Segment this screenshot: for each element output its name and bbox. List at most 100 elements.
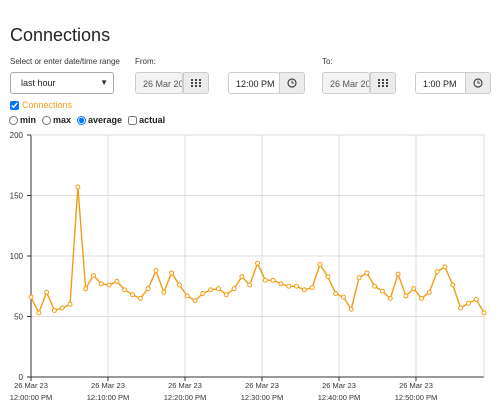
- from-clock-button[interactable]: [279, 72, 305, 94]
- clock-icon: [473, 78, 483, 88]
- to-date-input[interactable]: 26 Mar 2023: [322, 72, 370, 94]
- data-point: [192, 298, 198, 304]
- to-label: To:: [322, 57, 333, 66]
- connections-checkbox[interactable]: [10, 100, 19, 110]
- x-tick-label-time: 12:10:00 PM: [87, 393, 130, 402]
- data-point: [153, 268, 159, 274]
- x-tick-label-time: 12:30:00 PM: [241, 393, 284, 402]
- data-point: [481, 310, 487, 316]
- data-point: [231, 286, 237, 292]
- data-point: [395, 271, 401, 277]
- range-select-value: last hour: [21, 78, 56, 88]
- data-point: [83, 286, 89, 292]
- data-point: [379, 288, 385, 294]
- data-point: [169, 270, 175, 276]
- data-point: [208, 287, 214, 293]
- page-title: Connections: [10, 25, 111, 45]
- connections-checkbox-label: Connections: [22, 100, 73, 110]
- data-point: [372, 283, 378, 289]
- from-time-input[interactable]: 12:00 PM: [228, 72, 280, 94]
- y-tick-label: 0: [19, 373, 24, 382]
- x-tick-label-date: 26 Mar 23: [91, 381, 125, 390]
- data-point: [301, 287, 307, 293]
- data-point: [239, 274, 245, 280]
- from-label: From:: [135, 57, 156, 66]
- data-point: [364, 270, 370, 276]
- series-toggle[interactable]: Connections: [10, 100, 72, 110]
- x-tick-label-time: 12:50:00 PM: [395, 393, 438, 402]
- clock-icon: [287, 78, 297, 88]
- data-point: [145, 286, 151, 292]
- data-point: [434, 269, 440, 275]
- aggregation-label-average: average: [88, 115, 123, 125]
- data-point: [67, 301, 73, 307]
- data-point: [161, 289, 167, 295]
- data-point: [473, 297, 479, 303]
- to-clock-button[interactable]: [465, 72, 491, 94]
- data-point: [176, 282, 182, 288]
- data-point: [442, 264, 448, 270]
- y-tick-label: 50: [14, 313, 23, 322]
- aggregation-options: min max average actual: [9, 115, 171, 125]
- data-point: [122, 287, 128, 293]
- data-point: [106, 282, 112, 288]
- to-time-input[interactable]: 1:00 PM: [415, 72, 467, 94]
- data-point: [98, 281, 104, 287]
- aggregation-checkbox-actual[interactable]: [128, 115, 138, 125]
- data-point: [458, 305, 464, 311]
- aggregation-radio-average[interactable]: [77, 115, 87, 125]
- data-point: [317, 261, 323, 267]
- y-tick-label: 200: [10, 131, 24, 140]
- x-tick-label-date: 26 Mar 23: [168, 381, 202, 390]
- x-tick-label-date: 26 Mar 23: [322, 381, 356, 390]
- range-select[interactable]: last hour ▼: [10, 72, 114, 94]
- aggregation-radio-max[interactable]: [42, 115, 52, 125]
- data-point: [90, 272, 96, 278]
- calendar-grid-icon: [378, 79, 388, 87]
- x-tick-label-time: 12:40:00 PM: [318, 393, 361, 402]
- range-label: Select or enter date/time range: [10, 57, 120, 66]
- data-point: [309, 284, 315, 290]
- data-point: [137, 295, 143, 301]
- aggregation-option-max[interactable]: max: [42, 115, 71, 125]
- data-point: [325, 274, 331, 280]
- x-tick-label-time: 12:00:00 PM: [10, 393, 53, 402]
- data-point: [262, 277, 268, 283]
- data-point: [130, 292, 136, 298]
- aggregation-option-min[interactable]: min: [9, 115, 36, 125]
- data-point: [419, 295, 425, 301]
- data-point: [215, 286, 221, 292]
- data-point: [348, 306, 354, 312]
- from-calendar-button[interactable]: [183, 72, 209, 94]
- x-tick-label-date: 26 Mar 23: [245, 381, 279, 390]
- data-point: [36, 310, 42, 316]
- to-calendar-button[interactable]: [370, 72, 396, 94]
- aggregation-label-actual: actual: [139, 115, 166, 125]
- data-point: [340, 294, 346, 300]
- data-point: [200, 291, 206, 297]
- data-point: [411, 286, 417, 292]
- data-point: [286, 283, 292, 289]
- connections-chart: 0 50 100 150 200 26 Mar 23 12:00:00 PM 26 Mar …: [10, 131, 487, 402]
- data-point: [403, 293, 409, 299]
- data-point: [333, 291, 339, 297]
- data-point: [278, 281, 284, 287]
- data-point: [223, 292, 229, 298]
- x-tick-label-time: 12:20:00 PM: [164, 393, 207, 402]
- data-point: [465, 300, 471, 306]
- aggregation-option-actual[interactable]: actual: [128, 115, 165, 125]
- data-point: [51, 307, 57, 313]
- data-point: [247, 282, 253, 288]
- data-point: [270, 277, 276, 283]
- aggregation-label-max: max: [53, 115, 72, 125]
- data-point: [114, 278, 120, 284]
- data-point: [426, 289, 432, 295]
- from-date-input[interactable]: 26 Mar 2023: [135, 72, 183, 94]
- aggregation-option-average[interactable]: average: [77, 115, 122, 125]
- data-point: [450, 282, 456, 288]
- data-point: [28, 294, 34, 300]
- aggregation-radio-min[interactable]: [9, 115, 18, 125]
- data-point: [59, 305, 65, 311]
- x-tick-label-date: 26 Mar 23: [14, 381, 48, 390]
- data-point: [255, 260, 260, 266]
